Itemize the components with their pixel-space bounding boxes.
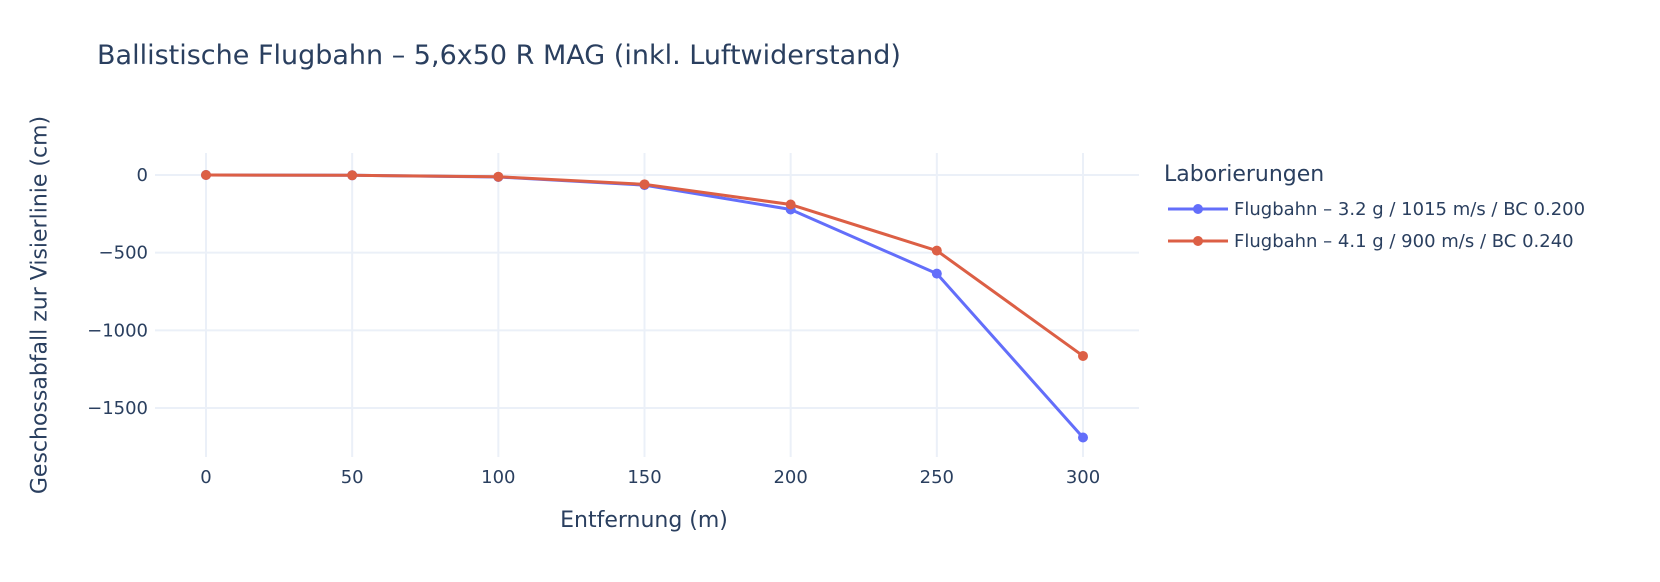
x-axis-label: Entfernung (m) xyxy=(560,508,728,533)
data-point[interactable] xyxy=(347,170,358,181)
x-tick-label: 50 xyxy=(341,467,364,488)
y-tick-label: −500 xyxy=(99,243,148,264)
x-tick-label: 0 xyxy=(200,467,211,488)
y-tick-label: 0 xyxy=(137,165,148,186)
gridlines xyxy=(155,153,1139,457)
data-point[interactable] xyxy=(639,179,650,190)
legend-label: Flugbahn – 3.2 g / 1015 m/s / BC 0.200 xyxy=(1234,198,1586,220)
x-tick-label: 200 xyxy=(773,467,807,488)
series-2 xyxy=(201,170,1088,361)
x-tick-label: 250 xyxy=(920,467,954,488)
line-marker-icon xyxy=(1168,204,1228,214)
line-marker-icon xyxy=(1168,236,1228,246)
data-point[interactable] xyxy=(493,171,504,182)
data-point[interactable] xyxy=(931,268,942,279)
x-tick-label: 150 xyxy=(627,467,661,488)
chart-title: Ballistische Flugbahn – 5,6x50 R MAG (in… xyxy=(97,40,901,71)
x-axis-ticks: 0 50 100 150 200 250 300 xyxy=(200,467,1100,488)
y-tick-label: −1500 xyxy=(87,398,148,419)
data-series xyxy=(201,170,1088,443)
legend-item-series-1[interactable]: Flugbahn – 3.2 g / 1015 m/s / BC 0.200 xyxy=(1164,193,1585,225)
data-point[interactable] xyxy=(785,199,796,210)
legend-title: Laborierungen xyxy=(1164,162,1325,187)
x-tick-label: 100 xyxy=(481,467,515,488)
data-point[interactable] xyxy=(1078,350,1088,361)
data-point[interactable] xyxy=(931,245,942,256)
data-point[interactable] xyxy=(201,170,211,180)
x-tick-label: 300 xyxy=(1066,467,1100,488)
y-axis-ticks: 0 −500 −1000 −1500 xyxy=(87,165,148,419)
y-tick-label: −1000 xyxy=(87,320,148,341)
legend-item-series-2[interactable]: Flugbahn – 4.1 g / 900 m/s / BC 0.240 xyxy=(1164,225,1585,257)
data-point[interactable] xyxy=(1078,432,1088,443)
legend: Laborierungen Flugbahn – 3.2 g / 1015 m/… xyxy=(1164,162,1585,257)
legend-label: Flugbahn – 4.1 g / 900 m/s / BC 0.240 xyxy=(1234,230,1574,252)
